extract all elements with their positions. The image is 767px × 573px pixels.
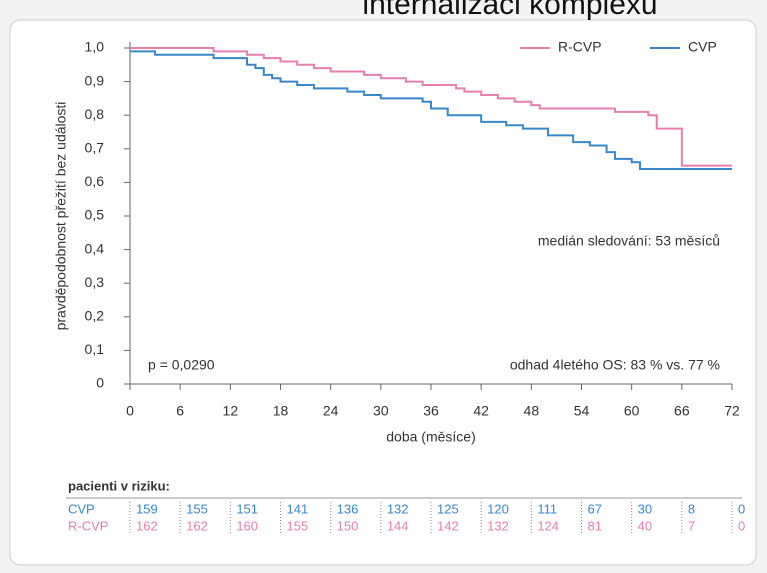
risk-cell: 81 <box>588 518 602 533</box>
y-axis-label: pravděpodobnost přežití bez události <box>53 102 69 331</box>
legend-label: CVP <box>688 39 717 55</box>
risk-cell: 144 <box>387 518 409 533</box>
x-tick-label: 42 <box>473 403 489 419</box>
risk-row-label: CVP <box>68 501 95 516</box>
survival-curve <box>130 47 732 167</box>
risk-cell: 141 <box>287 501 309 516</box>
y-tick-label: 0,9 <box>85 72 105 88</box>
risk-cell: 142 <box>437 518 459 533</box>
y-tick-label: 0,2 <box>85 308 105 324</box>
risk-cell: 160 <box>236 518 258 533</box>
risk-cell: 155 <box>287 518 309 533</box>
x-tick-label: 66 <box>674 403 690 419</box>
y-tick-label: 1,0 <box>85 39 105 55</box>
risk-cell: 40 <box>638 518 652 533</box>
risk-table-title: pacienti v riziku: <box>68 478 170 493</box>
x-tick-label: 54 <box>574 403 590 419</box>
y-tick-label: 0,6 <box>85 173 105 189</box>
risk-cell: 159 <box>136 501 158 516</box>
risk-cell: 30 <box>638 501 652 516</box>
risk-cell: 162 <box>136 518 158 533</box>
risk-cell: 132 <box>487 518 509 533</box>
x-tick-label: 12 <box>223 403 239 419</box>
risk-cell: 162 <box>186 518 208 533</box>
x-tick-label: 6 <box>176 403 184 419</box>
risk-cell: 120 <box>487 501 509 516</box>
y-tick-label: 0,1 <box>85 341 105 357</box>
risk-row-label: R-CVP <box>68 518 108 533</box>
slide-title: internalizaci komplexu <box>362 0 657 21</box>
x-axis-label: doba (měsíce) <box>386 429 475 445</box>
x-tick-label: 30 <box>373 403 389 419</box>
annotation: odhad 4letého OS: 83 % vs. 77 % <box>510 357 720 373</box>
risk-cell: 0 <box>738 518 745 533</box>
risk-cell: 0 <box>738 501 745 516</box>
risk-cell: 111 <box>537 501 557 516</box>
y-tick-label: 0,7 <box>85 140 105 156</box>
y-tick-label: 0,8 <box>85 106 105 122</box>
y-tick-label: 0,3 <box>85 274 105 290</box>
survival-curve <box>130 50 732 170</box>
risk-cell: 132 <box>387 501 409 516</box>
risk-cell: 155 <box>186 501 208 516</box>
y-tick-label: 0,5 <box>85 207 105 223</box>
x-tick-label: 18 <box>273 403 289 419</box>
risk-cell: 136 <box>337 501 359 516</box>
x-tick-label: 72 <box>724 403 740 419</box>
chart-panel <box>9 19 757 566</box>
risk-cell: 150 <box>337 518 359 533</box>
x-tick-label: 60 <box>624 403 640 419</box>
annotation: medián sledování: 53 měsíců <box>538 233 720 249</box>
x-tick-label: 0 <box>126 403 134 419</box>
y-tick-label: 0,4 <box>85 240 105 256</box>
risk-cell: 125 <box>437 501 459 516</box>
risk-cell: 151 <box>236 501 258 516</box>
x-tick-label: 48 <box>524 403 540 419</box>
risk-cell: 124 <box>537 518 559 533</box>
y-tick-label: 0 <box>96 375 104 391</box>
annotation: p = 0,0290 <box>148 357 215 373</box>
risk-cell: 8 <box>688 501 695 516</box>
risk-cell: 7 <box>688 518 695 533</box>
x-tick-label: 36 <box>423 403 439 419</box>
x-tick-label: 24 <box>323 403 339 419</box>
legend-label: R-CVP <box>558 39 602 55</box>
risk-cell: 67 <box>588 501 602 516</box>
